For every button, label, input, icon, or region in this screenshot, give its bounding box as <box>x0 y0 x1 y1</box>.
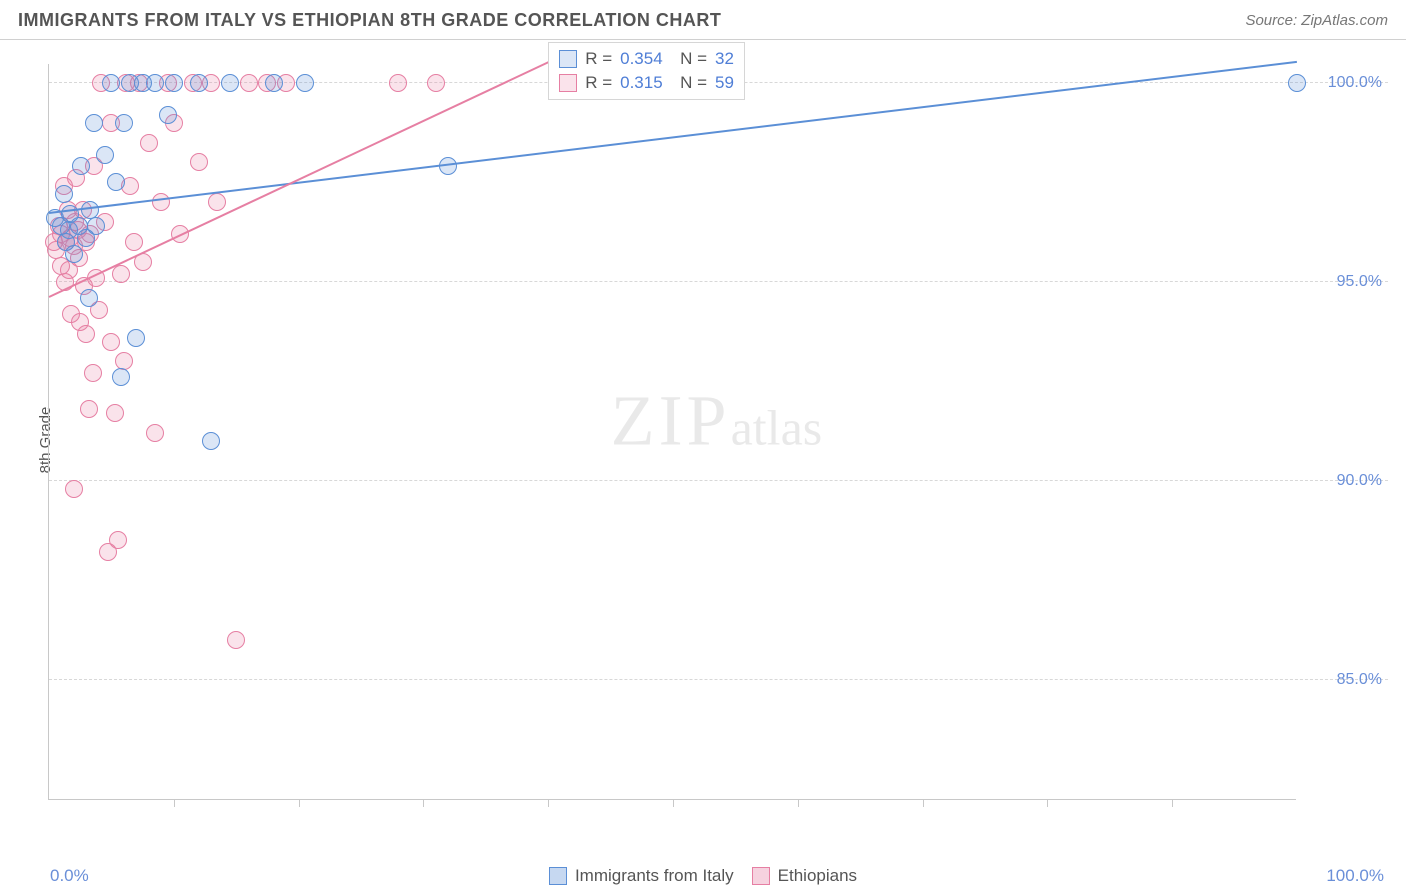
plot-wrapper: 8th Grade 85.0%90.0%95.0%100.0%ZIPatlasR… <box>48 48 1388 832</box>
scatter-point <box>84 364 102 382</box>
scatter-point <box>102 74 120 92</box>
scatter-point <box>146 74 164 92</box>
y-tick-label: 85.0% <box>1337 671 1382 689</box>
legend-item: Ethiopians <box>752 866 857 886</box>
y-tick-label: 95.0% <box>1337 273 1382 291</box>
scatter-point <box>112 368 130 386</box>
scatter-point <box>296 74 314 92</box>
plot-area: 85.0%90.0%95.0%100.0%ZIPatlasR = 0.354 N… <box>48 64 1296 800</box>
scatter-point <box>439 157 457 175</box>
scatter-point <box>77 325 95 343</box>
scatter-point <box>146 424 164 442</box>
scatter-point <box>72 157 90 175</box>
stat-n-label: N = <box>671 49 707 69</box>
scatter-point <box>227 631 245 649</box>
x-tick <box>1172 799 1173 807</box>
scatter-point <box>152 193 170 211</box>
x-axis-max-label: 100.0% <box>1326 866 1384 886</box>
x-tick <box>548 799 549 807</box>
scatter-point <box>221 74 239 92</box>
scatter-point <box>265 74 283 92</box>
scatter-point <box>65 245 83 263</box>
x-tick <box>423 799 424 807</box>
gridline-h <box>49 480 1388 481</box>
legend-item: Immigrants from Italy <box>549 866 734 886</box>
series-swatch <box>559 50 577 68</box>
gridline-h <box>49 281 1388 282</box>
source-attribution: Source: ZipAtlas.com <box>1245 12 1388 29</box>
legend-swatch <box>752 867 770 885</box>
scatter-point <box>109 531 127 549</box>
scatter-point <box>389 74 407 92</box>
scatter-point <box>1288 74 1306 92</box>
x-tick <box>673 799 674 807</box>
scatter-point <box>115 114 133 132</box>
scatter-point <box>96 146 114 164</box>
watermark: ZIPatlas <box>611 380 823 463</box>
scatter-point <box>202 432 220 450</box>
scatter-point <box>165 74 183 92</box>
x-tick <box>1047 799 1048 807</box>
scatter-point <box>80 400 98 418</box>
bottom-legend-bar: 0.0% Immigrants from Italy Ethiopians 100… <box>0 866 1406 886</box>
chart-title: IMMIGRANTS FROM ITALY VS ETHIOPIAN 8TH G… <box>18 10 721 31</box>
stat-n-value: 59 <box>715 73 734 93</box>
stats-row: R = 0.315 N = 59 <box>559 71 734 95</box>
scatter-point <box>65 480 83 498</box>
x-tick <box>923 799 924 807</box>
scatter-point <box>240 74 258 92</box>
scatter-point <box>208 193 226 211</box>
chart-header: IMMIGRANTS FROM ITALY VS ETHIOPIAN 8TH G… <box>0 0 1406 40</box>
scatter-point <box>190 153 208 171</box>
x-tick <box>299 799 300 807</box>
scatter-point <box>125 233 143 251</box>
y-tick-label: 100.0% <box>1328 74 1382 92</box>
gridline-h <box>49 679 1388 680</box>
scatter-point <box>127 329 145 347</box>
stat-r-value: 0.315 <box>620 73 663 93</box>
x-tick <box>174 799 175 807</box>
x-axis-min-label: 0.0% <box>50 866 89 886</box>
series-swatch <box>559 74 577 92</box>
scatter-point <box>87 217 105 235</box>
correlation-stats-box: R = 0.354 N = 32R = 0.315 N = 59 <box>548 42 745 100</box>
stat-r-value: 0.354 <box>620 49 663 69</box>
scatter-point <box>106 404 124 422</box>
x-tick <box>798 799 799 807</box>
legend-label: Ethiopians <box>778 866 857 886</box>
scatter-point <box>140 134 158 152</box>
scatter-point <box>102 333 120 351</box>
stats-row: R = 0.354 N = 32 <box>559 47 734 71</box>
scatter-point <box>159 106 177 124</box>
scatter-point <box>190 74 208 92</box>
stat-n-value: 32 <box>715 49 734 69</box>
scatter-point <box>80 289 98 307</box>
scatter-point <box>427 74 445 92</box>
legend-swatch <box>549 867 567 885</box>
scatter-point <box>112 265 130 283</box>
scatter-point <box>55 185 73 203</box>
scatter-point <box>85 114 103 132</box>
stat-n-label: N = <box>671 73 707 93</box>
y-tick-label: 90.0% <box>1337 472 1382 490</box>
legend-label: Immigrants from Italy <box>575 866 734 886</box>
stat-r-label: R = <box>585 49 612 69</box>
scatter-point <box>107 173 125 191</box>
stat-r-label: R = <box>585 73 612 93</box>
legend-items: Immigrants from Italy Ethiopians <box>549 866 857 886</box>
